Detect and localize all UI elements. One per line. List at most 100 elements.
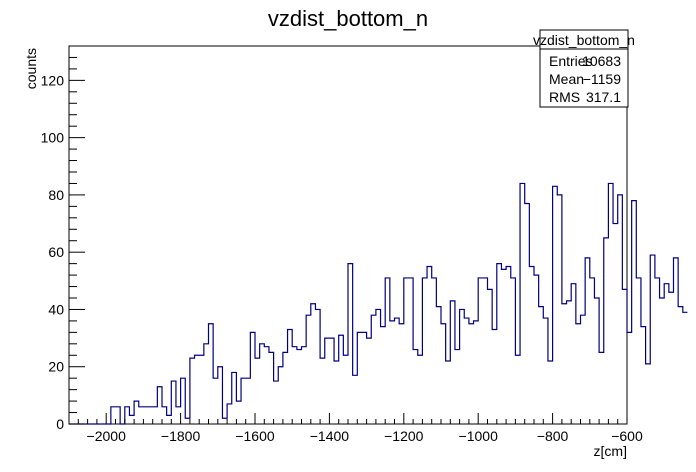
histogram-bin xyxy=(315,309,320,424)
histogram-bin xyxy=(111,407,116,424)
histogram-bin xyxy=(450,301,455,424)
x-tick-label: −2000 xyxy=(87,428,127,444)
histogram-bin xyxy=(362,332,367,424)
histogram-bin xyxy=(511,278,516,424)
histogram-bin xyxy=(278,367,283,424)
histogram-bin xyxy=(116,407,121,424)
histogram-bin xyxy=(488,289,493,424)
histogram-bin xyxy=(176,407,181,424)
histogram-bin xyxy=(464,318,469,424)
histogram-bin xyxy=(497,264,502,424)
histogram-bin xyxy=(427,267,432,425)
histogram-bin xyxy=(641,327,646,424)
histogram-bin xyxy=(501,269,506,424)
histogram-bin xyxy=(515,355,520,424)
histogram-bin xyxy=(585,258,590,424)
histogram-bin xyxy=(408,278,413,424)
histogram-bin xyxy=(446,361,451,424)
histogram-bin xyxy=(608,183,613,424)
histogram-bin xyxy=(636,278,641,424)
histogram-bin xyxy=(329,338,334,424)
histogram-bin xyxy=(297,350,302,424)
histogram-bin xyxy=(334,361,339,424)
histogram-bin xyxy=(646,364,651,424)
histogram-bin xyxy=(181,378,186,424)
histogram-bin xyxy=(395,318,400,424)
stats-entries-value: 10683 xyxy=(582,53,621,69)
histogram-bin xyxy=(255,358,260,424)
histogram-bin xyxy=(460,309,465,424)
histogram-bin xyxy=(167,415,172,424)
x-axis: −2000 −1800 −1600 −1400 −1200 −1000 −800 −600 xyxy=(68,413,643,444)
y-tick-label: 60 xyxy=(48,244,64,260)
y-tick-label: 100 xyxy=(41,130,65,146)
histogram-bin xyxy=(204,344,209,424)
histogram-bin xyxy=(157,387,162,424)
histogram-bin xyxy=(236,401,241,424)
histogram-bin xyxy=(348,264,353,424)
histogram-bin xyxy=(660,298,665,424)
histogram-bin xyxy=(250,332,255,424)
histogram-bin xyxy=(650,255,655,424)
histogram-bin xyxy=(320,358,325,424)
histogram-bin xyxy=(357,332,362,424)
stats-box-frame xyxy=(539,29,629,108)
histogram-bin xyxy=(288,330,293,425)
histogram-bin xyxy=(674,258,679,424)
stats-entries-label: Entries xyxy=(549,53,593,69)
histogram-bin xyxy=(283,352,288,424)
histogram-bin xyxy=(246,378,251,424)
histogram-bin xyxy=(520,183,525,424)
y-axis: 0 20 40 60 80 100 120 xyxy=(41,45,85,432)
histogram-bin xyxy=(432,278,437,424)
histogram-bin xyxy=(185,418,190,424)
histogram-bin xyxy=(404,278,409,424)
histogram-bin xyxy=(525,204,530,425)
histogram-bin xyxy=(622,289,627,424)
histogram-bin xyxy=(343,355,348,424)
histogram-bin xyxy=(353,375,358,424)
x-tick-label: −1000 xyxy=(459,428,499,444)
histogram-bin xyxy=(218,367,223,424)
histogram-bin xyxy=(678,307,683,424)
histogram-bin xyxy=(139,407,144,424)
histogram-bin xyxy=(548,361,553,424)
stats-rms-value: 317.1 xyxy=(586,89,621,105)
histogram-bin xyxy=(664,284,669,424)
histogram-bin xyxy=(483,278,488,424)
y-axis-label: counts xyxy=(23,48,39,89)
histogram-bin xyxy=(129,415,134,424)
x-tick-label: −1800 xyxy=(161,428,201,444)
histogram-bin xyxy=(302,347,307,424)
histogram-bin xyxy=(474,321,479,424)
x-tick-label: −600 xyxy=(611,428,643,444)
histogram-bin xyxy=(125,407,130,424)
histogram-bin xyxy=(441,324,446,424)
histogram-bin xyxy=(594,298,599,424)
histogram-bin xyxy=(418,355,423,424)
histogram-bin xyxy=(385,278,390,424)
histogram-bin xyxy=(143,407,148,424)
histogram-bin xyxy=(469,324,474,424)
histogram-bin xyxy=(455,350,460,424)
histogram-bin xyxy=(399,324,404,424)
histogram-bin xyxy=(232,372,237,424)
histogram-bin xyxy=(292,347,297,424)
histogram-bin xyxy=(306,315,311,424)
histogram-bin xyxy=(562,304,567,424)
histogram-bin xyxy=(264,347,269,424)
histogram-bin xyxy=(269,352,274,424)
histogram-bin xyxy=(655,278,660,424)
y-tick-label: 80 xyxy=(48,187,64,203)
histogram-bin xyxy=(627,332,632,424)
y-tick-label: 0 xyxy=(56,416,64,432)
histogram-bin xyxy=(134,401,139,424)
histogram-bin xyxy=(390,321,395,424)
histogram-bars xyxy=(69,182,688,425)
histogram-bin xyxy=(571,284,576,424)
histogram-bin xyxy=(567,301,572,424)
histogram-bin xyxy=(543,318,548,424)
histogram-bin xyxy=(376,309,381,424)
histogram-bin xyxy=(436,307,441,424)
